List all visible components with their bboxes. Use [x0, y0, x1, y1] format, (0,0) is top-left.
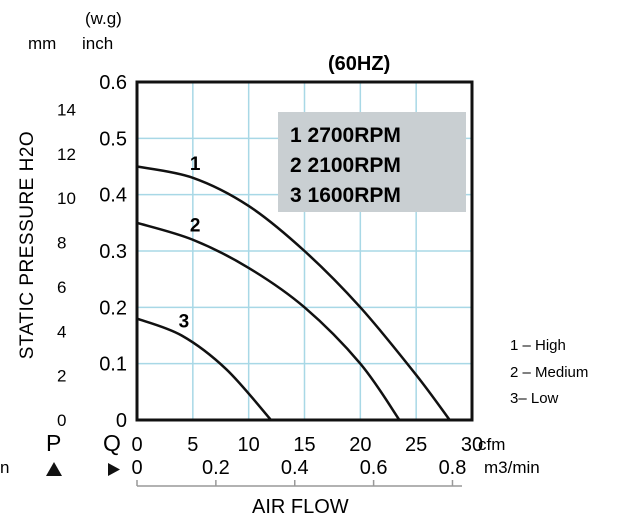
y-unit-header: (w.g) — [85, 9, 122, 28]
y-tick-label: 0 — [116, 410, 127, 432]
x-ticks-cfm: 0 5 10 15 20 25 30 — [131, 434, 483, 456]
y-tick-mm-label: 12 — [57, 145, 76, 164]
curve-label-2: 2 — [190, 216, 201, 237]
p-letter: P — [46, 430, 61, 456]
y-ticks: 0 0.1 0.2 0.3 0.4 0.5 0.6 — [99, 72, 127, 432]
up-triangle-icon — [46, 462, 62, 476]
y-tick-label: 0.5 — [99, 128, 127, 150]
legend-entry-1: 1 2700RPM — [290, 124, 401, 147]
y-unit-mm: mm — [28, 34, 56, 53]
right-triangle-icon — [108, 463, 120, 476]
cut-text: n — [0, 458, 9, 477]
x-tick-secondary-label: 0.2 — [202, 457, 230, 479]
x-ticks-m3min: 0 0.2 0.4 0.6 0.8 — [131, 457, 466, 479]
curves: 1 2 3 — [136, 154, 451, 421]
x-tick-secondary-label: 0.8 — [439, 457, 467, 479]
x-tick-secondary-label: 0 — [131, 457, 142, 479]
legend-entry-2: 2 2100RPM — [290, 154, 401, 177]
y-tick-label: 0.2 — [99, 297, 127, 319]
x-tick-label: 25 — [405, 434, 427, 456]
y-tick-mm-label: 8 — [57, 234, 66, 253]
y-axis-label: STATIC PRESSURE H2O — [17, 131, 38, 359]
y-tick-mm-label: 10 — [57, 189, 76, 208]
x-tick-label: 20 — [349, 434, 371, 456]
q-letter: Q — [103, 430, 121, 456]
y-tick-label: 0.6 — [99, 72, 127, 94]
curve-label-3: 3 — [179, 312, 190, 333]
y-ticks-mm: 0 2 4 6 8 10 12 14 — [57, 101, 76, 430]
y-tick-mm-label: 4 — [57, 322, 66, 341]
y-tick-label: 0.4 — [99, 185, 127, 207]
airflow-scale-ticks — [136, 480, 454, 486]
x-tick-label: 10 — [238, 434, 260, 456]
x-tick-secondary-label: 0.6 — [360, 457, 388, 479]
x-tick-label: 30 — [461, 434, 483, 456]
y-tick-mm-label: 2 — [57, 367, 66, 386]
side-legend-medium: 2 – Medium — [510, 364, 588, 381]
x-tick-secondary-label: 0.4 — [281, 457, 309, 479]
curve-1 — [136, 165, 451, 421]
chart-title: (60HZ) — [328, 53, 390, 75]
y-tick-mm-label: 0 — [57, 411, 66, 430]
legend-box: 1 2700RPM 2 2100RPM 3 1600RPM — [278, 112, 466, 212]
side-legend-low: 3– Low — [510, 390, 559, 407]
x-tick-label: 5 — [187, 434, 198, 456]
y-unit-inch: inch — [82, 34, 113, 53]
y-tick-mm-label: 14 — [57, 101, 76, 120]
curve-label-1: 1 — [190, 154, 201, 175]
x-unit-m3min: m3/min — [484, 458, 540, 477]
x-unit-cfm: cfm — [478, 435, 505, 454]
curve-3 — [136, 317, 272, 421]
y-tick-label: 0.3 — [99, 241, 127, 263]
x-tick-label: 15 — [293, 434, 315, 456]
curve-2 — [136, 221, 401, 421]
legend-entry-3: 3 1600RPM — [290, 184, 401, 207]
plot-frame — [135, 80, 474, 422]
side-legend-high: 1 – High — [510, 337, 566, 354]
x-tick-label: 0 — [131, 434, 142, 456]
y-tick-label: 0.1 — [99, 354, 127, 376]
x-axis-label: AIR FLOW — [252, 496, 349, 518]
y-tick-mm-label: 6 — [57, 278, 66, 297]
